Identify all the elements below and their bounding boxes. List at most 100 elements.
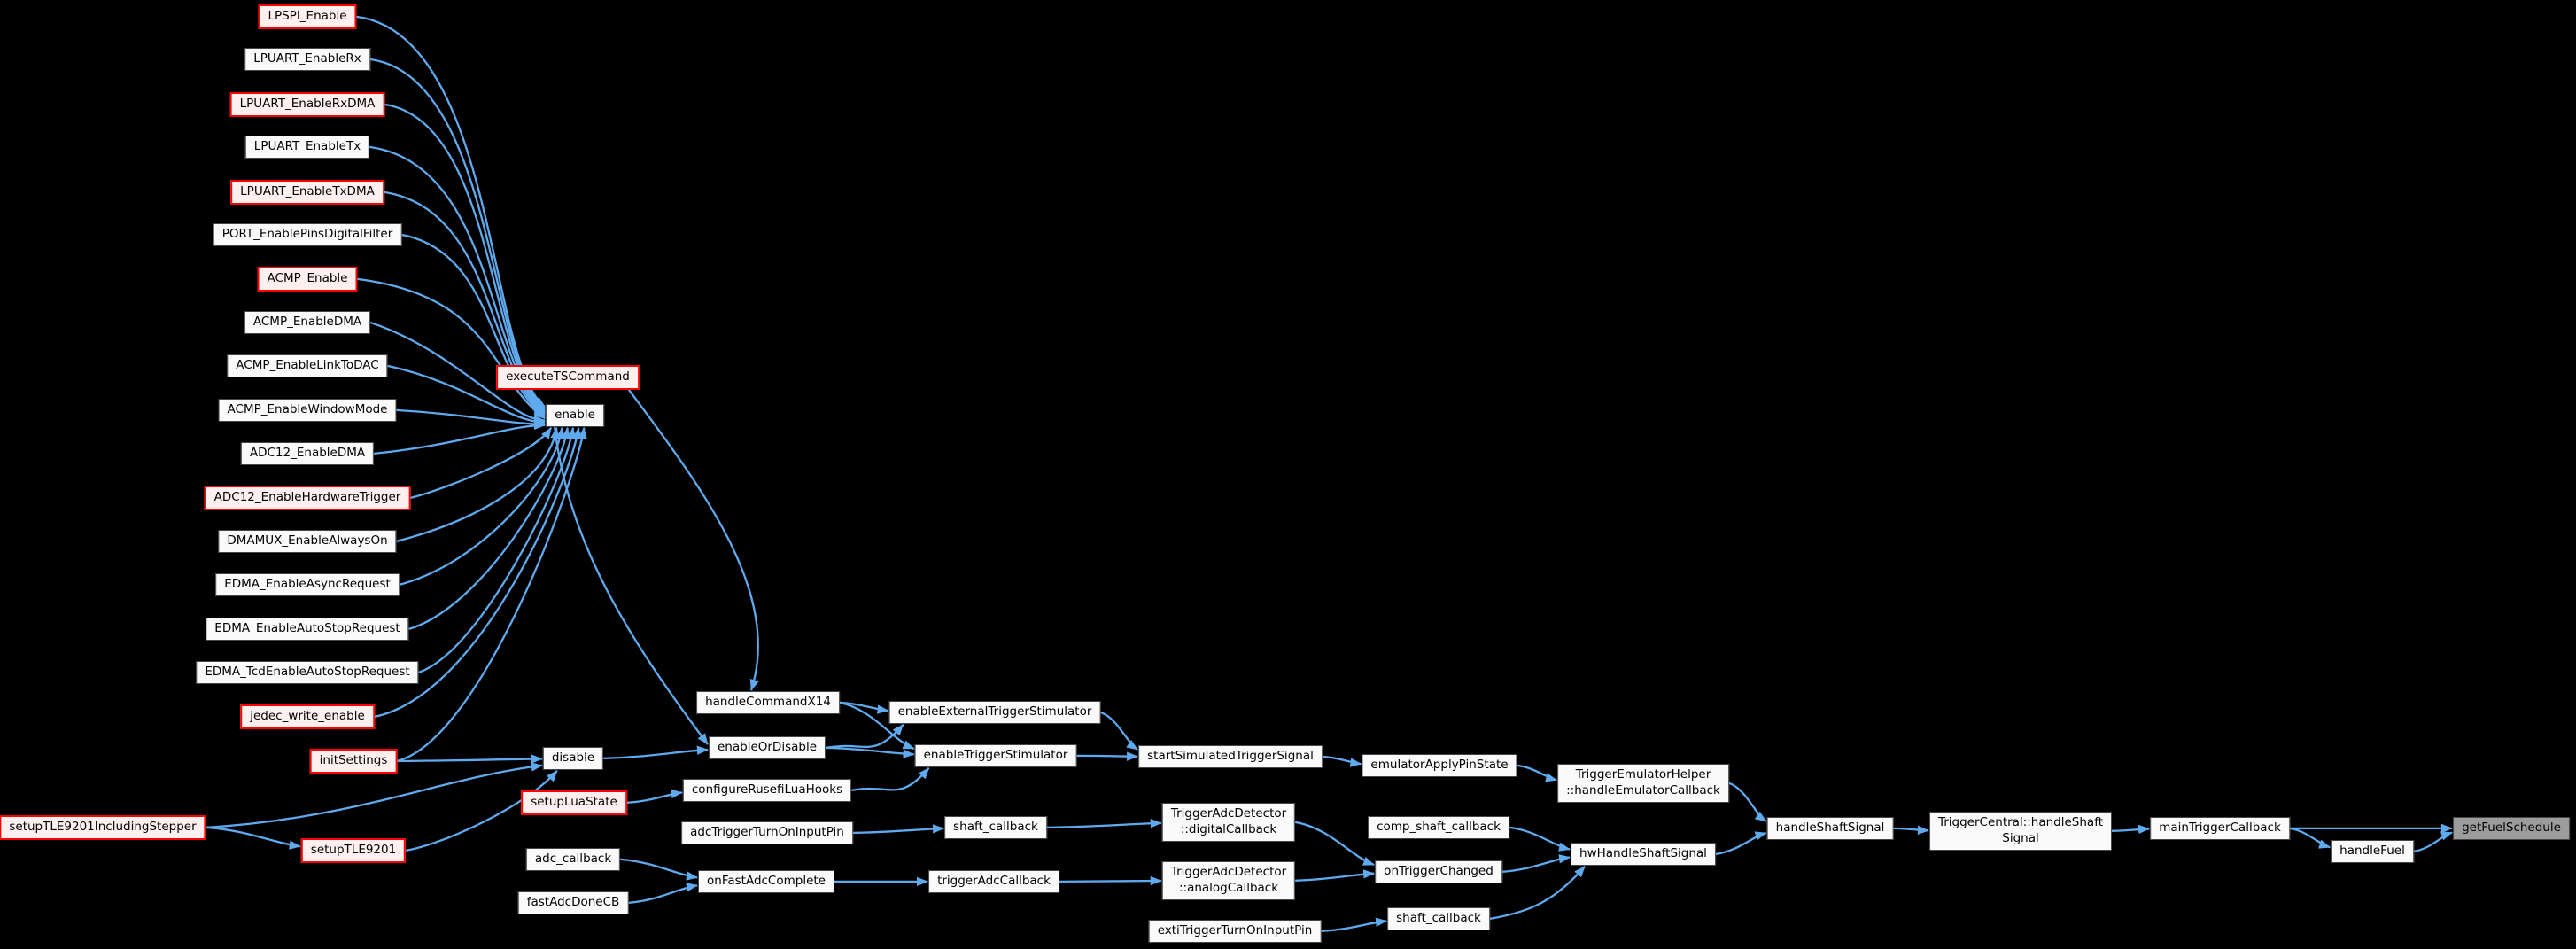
edge-EDMA_EnableAsyncRequest-enable <box>399 426 565 587</box>
edge-setupTLE9201IncludingStepper-setupTLE9201 <box>206 826 301 850</box>
edge-ACMP_Enable-enable <box>357 277 546 420</box>
node-onFastAdcComplete[interactable]: onFastAdcComplete <box>698 870 834 893</box>
edge-TriggerAdcDetector_digitalCallback-onTriggerChanged <box>1294 821 1376 866</box>
node-handleFuel[interactable]: handleFuel <box>2331 840 2414 863</box>
edge-LPUART_EnableTxDMA-enable <box>384 191 546 416</box>
node-enableOrDisable[interactable]: enableOrDisable <box>708 736 826 759</box>
node-LPSPI_Enable[interactable]: LPSPI_Enable <box>258 4 357 29</box>
edge-EDMA_EnableAutoStopRequest-enable <box>408 426 571 631</box>
node-ACMP_EnableWindowMode[interactable]: ACMP_EnableWindowMode <box>218 399 397 422</box>
edge-initSettings-disable <box>397 754 543 764</box>
edge-adcTriggerTurnOnInputPin-shaft_callback_1 <box>852 824 945 835</box>
edge-jedec_write_enable-enable <box>374 426 582 719</box>
edge-ACMP_EnableDMA-enable <box>369 321 547 425</box>
edge-enableTriggerStimulator-startSimulatedTriggerSignal <box>1076 751 1139 761</box>
edge-PORT_EnablePinsDigitalFilter-enable <box>401 233 546 417</box>
edge-TriggerEmulatorHelper_handleEmulatorCallback-handleShaftSignal <box>1728 782 1767 822</box>
node-shaft_callback_1[interactable]: shaft_callback <box>944 816 1047 839</box>
node-ACMP_Enable[interactable]: ACMP_Enable <box>257 267 358 292</box>
node-handleShaftSignal[interactable]: handleShaftSignal <box>1766 817 1894 840</box>
edge-startSimulatedTriggerSignal-emulatorApplyPinState <box>1322 755 1362 767</box>
node-enableTriggerStimulator[interactable]: enableTriggerStimulator <box>914 744 1077 767</box>
node-onTriggerChanged[interactable]: onTriggerChanged <box>1375 860 1502 883</box>
node-LPUART_EnableRx[interactable]: LPUART_EnableRx <box>244 48 370 71</box>
node-TriggerCentral_handleShaftSignal[interactable]: TriggerCentral::handleShaft Signal <box>1928 812 2113 851</box>
node-startSimulatedTriggerSignal[interactable]: startSimulatedTriggerSignal <box>1138 745 1323 768</box>
node-comp_shaft_callback[interactable]: comp_shaft_callback <box>1368 816 1509 839</box>
edge-shaft_callback_2-hwHandleShaftSignal <box>1489 866 1586 921</box>
edge-ADC12_EnableDMA-enable <box>374 420 547 455</box>
node-emulatorApplyPinState[interactable]: emulatorApplyPinState <box>1362 754 1517 777</box>
edge-comp_shaft_callback-hwHandleShaftSignal <box>1509 826 1571 852</box>
node-TriggerAdcDetector_digitalCallback[interactable]: TriggerAdcDetector ::digitalCallback <box>1161 803 1296 842</box>
edge-enableOrDisable-enableExternalTriggerStimulator <box>825 724 904 750</box>
node-mainTriggerCallback[interactable]: mainTriggerCallback <box>2150 817 2290 840</box>
edge-TriggerAdcDetector_analogCallback-onTriggerChanged <box>1295 869 1376 882</box>
node-TriggerAdcDetector_analogCallback[interactable]: TriggerAdcDetector ::analogCallback <box>1161 861 1296 900</box>
edge-enableOrDisable-enableTriggerStimulator <box>825 746 915 758</box>
edge-handleFuel-getFuelSchedule <box>2413 831 2453 853</box>
edge-hwHandleShaftSignal-handleShaftSignal <box>1715 831 1767 856</box>
node-enableExternalTriggerStimulator[interactable]: enableExternalTriggerStimulator <box>888 701 1101 724</box>
node-getFuelSchedule: getFuelSchedule <box>2453 817 2570 840</box>
node-EDMA_TcdEnableAutoStopRequest[interactable]: EDMA_TcdEnableAutoStopRequest <box>196 661 419 684</box>
node-LPUART_EnableTx[interactable]: LPUART_EnableTx <box>244 136 370 159</box>
node-DMAMUX_EnableAlwaysOn[interactable]: DMAMUX_EnableAlwaysOn <box>218 530 397 553</box>
node-jedec_write_enable[interactable]: jedec_write_enable <box>240 704 375 729</box>
edge-executeTSCommand-handleCommandX14 <box>627 389 759 691</box>
node-triggerAdcCallback[interactable]: triggerAdcCallback <box>928 870 1059 893</box>
edge-emulatorApplyPinState-TriggerEmulatorHelper_handleEmulatorCallback <box>1517 764 1558 782</box>
edge-handleCommandX14-enableTriggerStimulator <box>839 701 915 750</box>
node-handleCommandX14[interactable]: handleCommandX14 <box>696 691 840 714</box>
node-LPUART_EnableRxDMA[interactable]: LPUART_EnableRxDMA <box>229 92 385 117</box>
edge-setupTLE9201-disable <box>406 770 558 852</box>
node-adcTriggerTurnOnInputPin[interactable]: adcTriggerTurnOnInputPin <box>681 821 853 844</box>
edge-ACMP_EnableWindowMode-enable <box>396 408 547 429</box>
edge-onTriggerChanged-hwHandleShaftSignal <box>1501 854 1571 874</box>
edge-enableExternalTriggerStimulator-startSimulatedTriggerSignal <box>1099 711 1138 751</box>
edge-configureRusefiLuaHooks-enableTriggerStimulator <box>850 767 930 792</box>
edge-triggerAdcCallback-TriggerAdcDetector_analogCallback <box>1059 875 1162 886</box>
node-PORT_EnablePinsDigitalFilter[interactable]: PORT_EnablePinsDigitalFilter <box>213 223 402 246</box>
node-ADC12_EnableHardwareTrigger[interactable]: ADC12_EnableHardwareTrigger <box>204 486 411 510</box>
edge-setupTLE9201IncludingStepper-disable <box>206 762 543 829</box>
edge-ACMP_EnableLinkToDAC-enable <box>387 364 547 427</box>
node-shaft_callback_2[interactable]: shaft_callback <box>1387 907 1490 930</box>
node-setupLuaState[interactable]: setupLuaState <box>521 790 627 815</box>
edge-setupLuaState-configureRusefiLuaHooks <box>626 789 683 805</box>
node-setupTLE9201IncludingStepper[interactable]: setupTLE9201IncludingStepper <box>0 815 206 840</box>
node-adc_callback[interactable]: adc_callback <box>525 848 621 871</box>
edge-handleShaftSignal-TriggerCentral_handleShaftSignal <box>1893 825 1929 836</box>
edge-TriggerCentral_handleShaftSignal-mainTriggerCallback <box>2111 824 2151 835</box>
edge-enable-enableOrDisable <box>553 426 709 745</box>
node-initSettings[interactable]: initSettings <box>309 749 398 774</box>
node-enable[interactable]: enable <box>546 404 604 427</box>
node-ADC12_EnableDMA[interactable]: ADC12_EnableDMA <box>240 442 375 465</box>
node-disable[interactable]: disable <box>542 747 604 770</box>
edge-fastAdcDoneCB-onFastAdcComplete <box>628 883 698 905</box>
edge-extiTriggerTurnOnInputPin-shaft_callback_2 <box>1321 917 1388 933</box>
edge-mainTriggerCallback-handleFuel <box>2289 827 2332 849</box>
node-TriggerEmulatorHelper_handleEmulatorCallback[interactable]: TriggerEmulatorHelper ::handleEmulatorCa… <box>1557 764 1729 803</box>
node-setupTLE9201[interactable]: setupTLE9201 <box>300 838 407 863</box>
edge-adc_callback-onFastAdcComplete <box>620 858 698 881</box>
node-ACMP_EnableLinkToDAC[interactable]: ACMP_EnableLinkToDAC <box>227 354 388 377</box>
node-EDMA_EnableAutoStopRequest[interactable]: EDMA_EnableAutoStopRequest <box>206 618 409 641</box>
node-executeTSCommand[interactable]: executeTSCommand <box>496 365 640 390</box>
node-fastAdcDoneCB[interactable]: fastAdcDoneCB <box>517 891 629 914</box>
node-LPUART_EnableTxDMA[interactable]: LPUART_EnableTxDMA <box>230 180 384 205</box>
edge-disable-enableOrDisable <box>603 745 709 760</box>
node-EDMA_EnableAsyncRequest[interactable]: EDMA_EnableAsyncRequest <box>215 573 400 596</box>
edge-shaft_callback_1-TriggerAdcDetector_digitalCallback <box>1046 819 1162 829</box>
node-configureRusefiLuaHooks[interactable]: configureRusefiLuaHooks <box>682 779 852 802</box>
edge-initSettings-enable <box>397 426 587 763</box>
node-hwHandleShaftSignal[interactable]: hwHandleShaftSignal <box>1571 843 1716 866</box>
node-ACMP_EnableDMA[interactable]: ACMP_EnableDMA <box>244 311 371 334</box>
edge-EDMA_TcdEnableAutoStopRequest-enable <box>418 426 577 673</box>
node-extiTriggerTurnOnInputPin[interactable]: extiTriggerTurnOnInputPin <box>1148 920 1322 943</box>
edge-ADC12_EnableHardwareTrigger-enable <box>410 427 553 500</box>
edge-DMAMUX_EnableAlwaysOn-enable <box>396 426 560 543</box>
